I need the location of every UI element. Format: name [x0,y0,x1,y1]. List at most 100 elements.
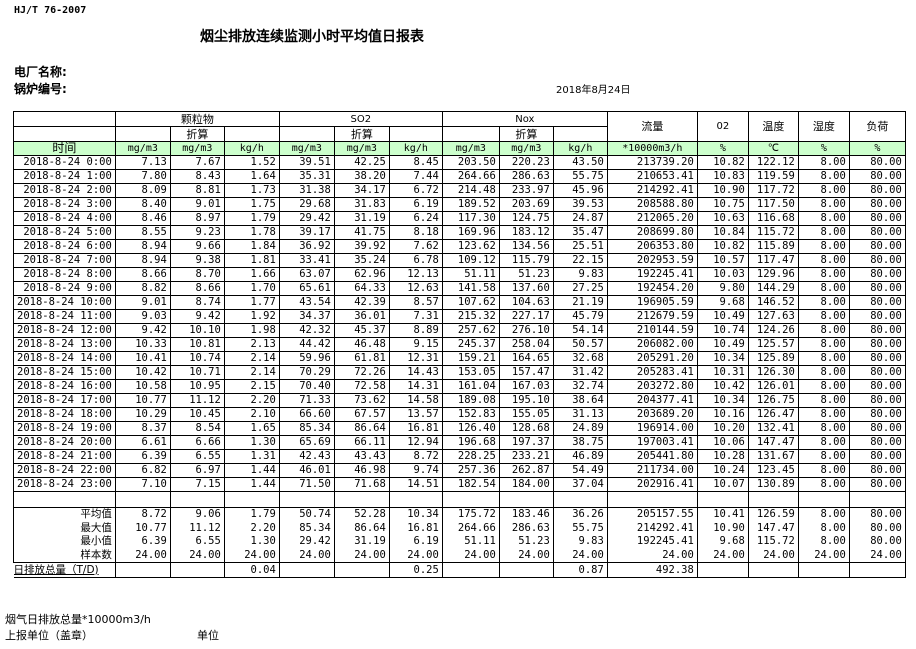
cell: 65.61 [278,281,335,296]
cell: 36.01 [333,309,390,324]
cell: 152.83 [441,407,500,422]
cell: 10.95 [169,379,225,394]
cell: 80.00 [848,309,906,324]
cell: 6.39 [114,449,171,464]
cell [278,491,335,508]
cell: 134.56 [498,239,554,254]
cell: 214292.41 [606,521,698,535]
cell [333,491,390,508]
cell: 14.43 [388,365,443,380]
cell: 12.63 [388,281,443,296]
cell: 10.90 [696,521,749,535]
cell: 8.89 [388,323,443,338]
report-title: 烟尘排放连续监测小时平均值日报表 [200,29,424,45]
table-row: 2018-8-24 11:00 9.03 9.42 1.92 34.37 36.01 7.3… [13,309,906,324]
cell: 46.48 [333,337,390,352]
cell: 13.57 [388,407,443,422]
cell: 11.12 [169,521,225,535]
cell: 24.00 [223,548,280,563]
cell: 39.17 [278,225,335,240]
cell [606,491,698,508]
table-row-label: 2018-8-24 8:00 [13,267,116,282]
cell: 210144.59 [606,323,698,338]
cell: 6.97 [169,463,225,478]
cell: 16.81 [388,521,443,535]
table-row-label: 2018-8-24 14:00 [13,351,116,366]
cell: 80.00 [848,463,906,478]
unit-label: 单位 [197,629,219,642]
cell: 42.32 [278,323,335,338]
cell: 8.00 [797,197,850,212]
cell: 10.77 [114,393,171,408]
cell: 8.97 [169,211,225,226]
cell: 8.00 [797,477,850,492]
blank-row [13,491,906,508]
cell: 8.70 [169,267,225,282]
table-row: 2018-8-24 1:00 7.80 8.43 1.64 35.31 38.20 7.44… [13,169,906,184]
cell: 104.63 [498,295,554,310]
stat-row: 平均值 8.72 9.06 1.79 50.74 52.28 10.34 175.72 183.… [13,507,906,522]
cell: 54.49 [552,463,608,478]
boiler-number-label: 锅炉编号: [14,82,67,96]
cell: 80.00 [848,535,906,549]
cell: 8.55 [114,225,171,240]
cell: 80.00 [848,155,906,170]
cell: 67.57 [333,407,390,422]
cell: 6.72 [388,183,443,198]
table-row: 2018-8-24 8:00 8.66 8.70 1.66 63.07 62.96 12.1… [13,267,906,282]
cell: 50.57 [552,337,608,352]
cell: 8.00 [797,379,850,394]
cell: 1.77 [223,295,280,310]
cell: 146.52 [747,295,799,310]
cell: 9.68 [696,295,749,310]
cell: 210653.41 [606,169,698,184]
flue-gas-total-label: 烟气日排放总量*10000m3/h [5,613,151,626]
cell: mg/m3 [441,141,500,156]
cell: *10000m3/h [606,141,698,156]
cell: 34.37 [278,309,335,324]
cell: 80.00 [848,183,906,198]
table-row: 2018-8-24 5:00 8.55 9.23 1.78 39.17 41.75 8.18… [13,225,906,240]
cell: 24.00 [388,548,443,563]
cell: 8.40 [114,197,171,212]
cell: 197003.41 [606,435,698,450]
header-blank [278,126,335,142]
cell: 80.00 [848,477,906,492]
cell: 46.98 [333,463,390,478]
cell: 1.79 [223,211,280,226]
cell [169,491,225,508]
table-row: 2018-8-24 12:00 9.42 10.10 1.98 42.32 45.37 8.… [13,323,906,338]
header-o2: 02 [696,111,749,142]
cell: 24.00 [606,548,698,563]
cell: 8.37 [114,421,171,436]
table-row: 2018-8-24 7:00 8.94 9.38 1.81 33.41 35.24 6.78… [13,253,906,268]
table-row-label: 2018-8-24 15:00 [13,365,116,380]
cell: 10.45 [169,407,225,422]
cell: 7.80 [114,169,171,184]
unit-row: 时间 mg/m3 mg/m3 kg/h mg/m3 mg/m3 kg/h mg/m3 mg/m3… [13,141,906,156]
stat-row: 最小值 6.39 6.55 1.30 29.42 31.19 6.19 51.11 51.23 9… [13,535,906,549]
cell: 9.23 [169,225,225,240]
cell: 10.42 [114,365,171,380]
cell: 8.00 [797,211,850,226]
cell: 63.07 [278,267,335,282]
cell: 8.00 [797,421,850,436]
cell: 1.73 [223,183,280,198]
cell: 10.07 [696,477,749,492]
cell: 31.19 [333,211,390,226]
table-row: 2018-8-24 6:00 8.94 9.66 1.84 36.92 39.92 7.62… [13,239,906,254]
cell: 144.29 [747,281,799,296]
cell: 8.00 [797,535,850,549]
cell: 286.63 [498,169,554,184]
cell [114,491,171,508]
cell: 264.66 [441,521,500,535]
cell: 8.00 [797,239,850,254]
cell: % [797,141,850,156]
cell: 8.00 [797,435,850,450]
table-row: 2018-8-24 14:00 10.41 10.74 2.14 59.96 61.81 1… [13,351,906,366]
cell: 61.81 [333,351,390,366]
cell: 8.94 [114,253,171,268]
cell: 1.30 [223,435,280,450]
cell: 80.00 [848,323,906,338]
cell: 80.00 [848,253,906,268]
